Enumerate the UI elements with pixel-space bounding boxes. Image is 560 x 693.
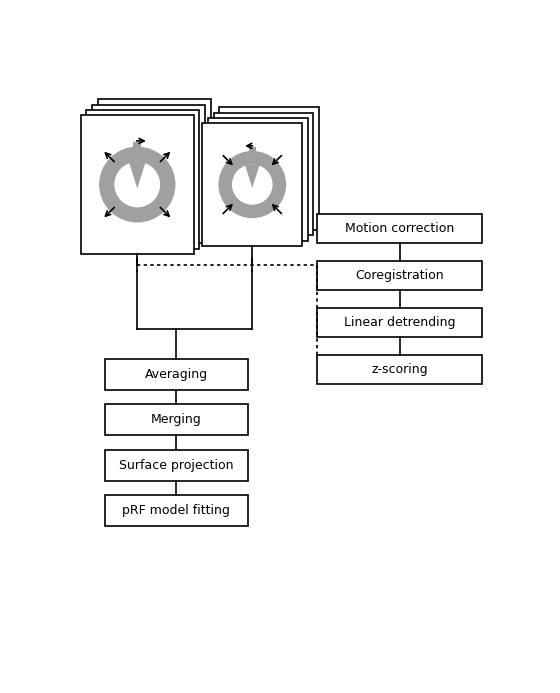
Ellipse shape xyxy=(114,161,160,207)
Bar xyxy=(105,405,248,435)
Bar xyxy=(318,308,482,337)
Text: Averaging: Averaging xyxy=(145,368,208,381)
Bar xyxy=(249,146,256,155)
Bar xyxy=(86,109,199,249)
Bar xyxy=(318,261,482,290)
Bar xyxy=(318,355,482,384)
Polygon shape xyxy=(129,161,146,188)
Bar xyxy=(105,495,248,526)
Ellipse shape xyxy=(232,164,273,204)
Bar xyxy=(208,118,308,240)
Bar xyxy=(98,99,211,238)
Bar xyxy=(220,107,319,230)
Polygon shape xyxy=(245,164,260,188)
Bar xyxy=(214,112,314,235)
Text: z-scoring: z-scoring xyxy=(371,363,428,376)
Bar xyxy=(81,115,194,254)
Text: Motion correction: Motion correction xyxy=(345,222,455,235)
Bar xyxy=(105,450,248,481)
Bar xyxy=(202,123,302,246)
Bar xyxy=(318,214,482,243)
Text: Merging: Merging xyxy=(151,413,202,426)
Text: pRF model fitting: pRF model fitting xyxy=(123,504,230,517)
Text: Linear detrending: Linear detrending xyxy=(344,316,456,329)
Text: Surface projection: Surface projection xyxy=(119,459,234,472)
Text: Coregistration: Coregistration xyxy=(356,269,444,282)
Bar xyxy=(105,359,248,390)
Ellipse shape xyxy=(218,151,286,218)
Ellipse shape xyxy=(99,147,175,222)
Bar xyxy=(133,141,142,151)
Bar xyxy=(92,105,205,243)
